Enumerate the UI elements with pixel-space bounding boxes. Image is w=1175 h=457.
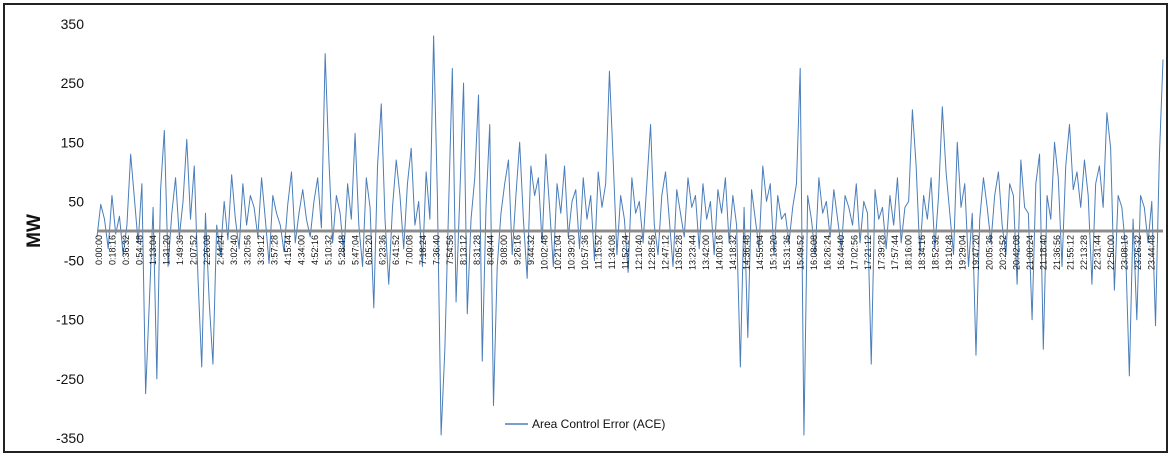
x-tick-label: 20:05:36 — [985, 235, 995, 270]
x-tick-label: 13:05:28 — [674, 235, 684, 270]
x-tick-label: 0:54:48 — [134, 235, 144, 265]
x-tick-label: 21:36:56 — [1052, 235, 1062, 270]
x-tick-label: 0:18:16 — [107, 235, 117, 265]
x-tick-label: 17:02:56 — [850, 235, 860, 270]
x-tick-label: 3:39:12 — [256, 235, 266, 265]
x-tick-label: 18:34:16 — [917, 235, 927, 270]
x-tick-label: 13:23:44 — [688, 235, 698, 270]
x-tick-label: 21:18:40 — [1039, 235, 1049, 270]
y-tick-label: 350 — [61, 16, 85, 32]
x-tick-label: 4:34:00 — [296, 235, 306, 265]
legend-label-ace: Area Control Error (ACE) — [532, 417, 665, 431]
x-tick-label: 15:49:52 — [796, 235, 806, 270]
x-tick-label: 12:47:12 — [661, 235, 671, 270]
x-tick-label: 9:44:32 — [526, 235, 536, 265]
x-tick-label: 11:52:24 — [620, 235, 630, 269]
y-tick-label: 50 — [68, 193, 84, 209]
x-tick-label: 10:21:04 — [553, 235, 563, 270]
y-tick-label: 150 — [61, 134, 85, 150]
x-tick-label: 19:29:04 — [958, 235, 968, 270]
x-tick-label: 1:31:20 — [161, 235, 171, 265]
series-line-ace — [96, 35, 1164, 436]
y-axis: 350 250 150 50 -50 -150 -250 -350 — [56, 16, 84, 446]
y-tick-label: 250 — [61, 75, 85, 91]
x-tick-label: 16:26:24 — [823, 235, 833, 270]
x-tick-label: 22:31:44 — [1093, 235, 1103, 270]
x-tick-label: 10:02:48 — [539, 235, 549, 270]
x-tick-label: 10:57:36 — [580, 235, 590, 270]
x-tick-label: 7:36:40 — [431, 235, 441, 265]
x-tick-label: 3:57:28 — [269, 235, 279, 265]
x-tick-label: 18:52:32 — [931, 235, 941, 270]
x-tick-label: 10:39:20 — [566, 235, 576, 270]
x-tick-label: 4:52:16 — [310, 235, 320, 265]
x-tick-label: 8:49:44 — [485, 235, 495, 265]
x-tick-label: 16:08:08 — [809, 235, 819, 270]
x-tick-label: 1:49:36 — [175, 235, 185, 265]
x-tick-label: 14:55:04 — [755, 235, 765, 270]
x-tick-label: 23:08:16 — [1120, 235, 1130, 270]
x-tick-label: 2:26:08 — [202, 235, 212, 265]
x-tick-label: 23:44:48 — [1147, 235, 1157, 270]
y-tick-label: -50 — [64, 253, 84, 269]
x-tick-label: 12:28:56 — [647, 235, 657, 270]
x-tick-label: 17:21:12 — [863, 235, 873, 270]
x-tick-label: 4:15:44 — [283, 235, 293, 265]
x-tick-label: 0:36:32 — [121, 235, 131, 265]
x-tick-label: 17:57:44 — [890, 235, 900, 270]
chart-frame — [3, 3, 1168, 453]
x-tick-label: 22:13:28 — [1079, 235, 1089, 270]
x-tick-label: 22:50:00 — [1106, 235, 1116, 270]
x-tick-label: 14:36:48 — [742, 235, 752, 270]
x-tick-label: 5:10:32 — [323, 235, 333, 265]
x-tick-label: 20:23:52 — [998, 235, 1008, 270]
x-tick-label: 14:00:16 — [715, 235, 725, 270]
y-tick-label: -150 — [56, 312, 84, 328]
x-tick-label: 9:08:00 — [499, 235, 509, 265]
x-tick-label: 8:31:28 — [472, 235, 482, 265]
x-tick-label: 18:16:00 — [904, 235, 914, 270]
x-tick-label: 5:47:04 — [350, 235, 360, 265]
x-axis: 0:00:00 0:18:16 0:36:32 0:54:48 1:13:04 1:31:… — [94, 229, 1163, 270]
series-group — [96, 35, 1164, 436]
x-tick-label: 11:34:08 — [607, 235, 617, 269]
x-tick-label: 19:47:20 — [971, 235, 981, 270]
y-axis-title: MW — [24, 214, 45, 248]
x-tick-label: 15:13:20 — [769, 235, 779, 270]
x-tick-label: 15:31:36 — [782, 235, 792, 270]
legend: Area Control Error (ACE) — [505, 417, 665, 431]
x-tick-label: 19:10:48 — [944, 235, 954, 270]
x-tick-label: 23:26:32 — [1133, 235, 1143, 270]
x-tick-label: 20:42:08 — [1012, 235, 1022, 270]
x-tick-label: 12:10:40 — [634, 235, 644, 270]
x-tick-label: 21:55:12 — [1066, 235, 1076, 270]
x-tick-label: 9:26:16 — [512, 235, 522, 265]
x-tick-label: 17:39:28 — [877, 235, 887, 270]
x-tick-label: 7:00:08 — [404, 235, 414, 265]
x-tick-label: 0:00:00 — [94, 235, 104, 265]
x-tick-label: 2:44:24 — [215, 235, 225, 265]
x-tick-label: 1:13:04 — [148, 235, 158, 265]
y-tick-label: -350 — [56, 430, 84, 446]
x-tick-label: 21:00:24 — [1025, 235, 1035, 270]
x-tick-label: 13:42:00 — [701, 235, 711, 270]
x-tick-label: 8:13:12 — [458, 235, 468, 265]
x-tick-label: 14:18:32 — [728, 235, 738, 270]
y-tick-label: -250 — [56, 371, 84, 387]
x-tick-label: 11:15:52 — [593, 235, 603, 269]
x-tick-label: 7:18:24 — [418, 235, 428, 265]
x-tick-label: 2:07:52 — [188, 235, 198, 265]
x-tick-label: 3:02:40 — [229, 235, 239, 265]
x-tick-label: 6:05:20 — [364, 235, 374, 265]
x-tick-label: 6:23:36 — [377, 235, 387, 265]
x-tick-label: 3:20:56 — [242, 235, 252, 265]
x-tick-label: 6:41:52 — [391, 235, 401, 265]
x-tick-label: 16:44:40 — [836, 235, 846, 270]
x-tick-label: 5:28:48 — [337, 235, 347, 265]
x-tick-label: 7:54:56 — [445, 235, 455, 265]
